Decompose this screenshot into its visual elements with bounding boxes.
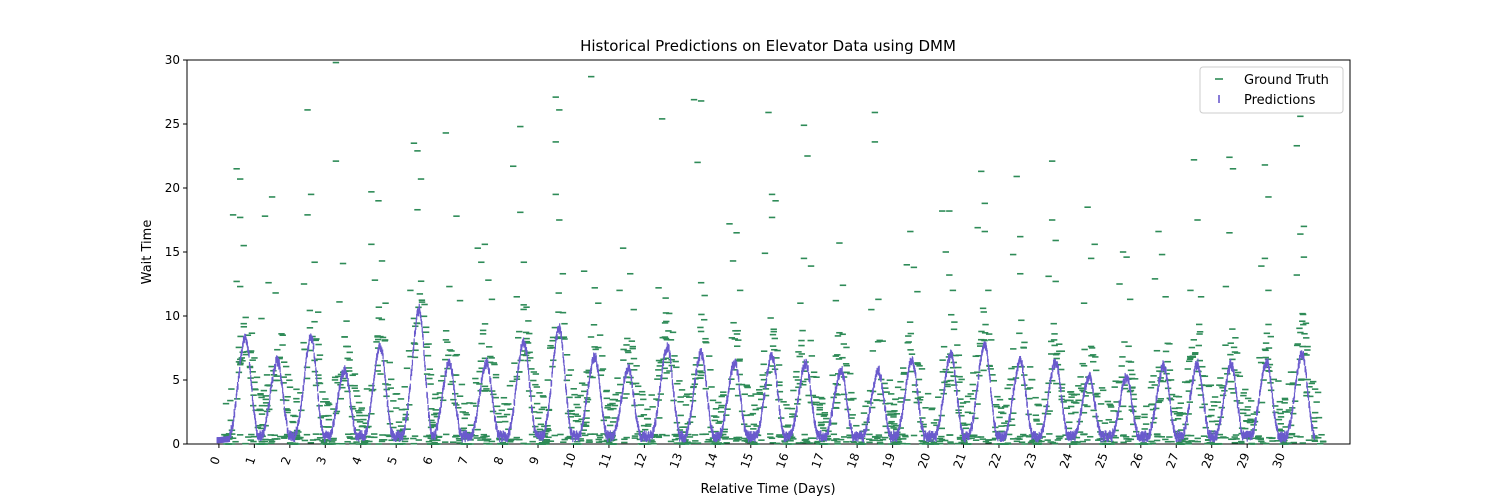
x-tick-label: 6 (420, 455, 436, 467)
x-tick-label: 21 (951, 451, 969, 470)
x-tick-label: 1 (243, 455, 259, 467)
y-axis-ticks: 0 5 10 15 20 25 30 (165, 53, 187, 451)
x-tick-label: 22 (986, 451, 1004, 470)
y-axis-label: Wait Time (140, 220, 155, 285)
x-tick-label: 26 (1128, 451, 1146, 470)
x-tick-label: 5 (385, 455, 401, 467)
y-tick-label: 20 (165, 181, 180, 195)
x-tick-label: 9 (526, 455, 542, 467)
chart-title: Historical Predictions on Elevator Data … (580, 37, 956, 55)
y-tick-label: 0 (172, 437, 180, 451)
x-tick-label: 13 (667, 451, 685, 470)
x-tick-label: 7 (455, 455, 471, 467)
x-tick-label: 18 (844, 451, 862, 470)
plot-frame (187, 60, 1350, 444)
x-tick-label: 20 (915, 451, 933, 470)
x-tick-label: 16 (773, 451, 791, 470)
x-tick-label: 0 (207, 455, 223, 467)
x-axis-label: Relative Time (Days) (700, 482, 835, 497)
x-tick-label: 3 (314, 455, 330, 467)
y-tick-label: 10 (165, 309, 180, 323)
y-tick-label: 30 (165, 53, 180, 67)
x-tick-label: 14 (702, 451, 720, 470)
x-tick-label: 25 (1092, 451, 1110, 470)
x-tick-label: 29 (1234, 451, 1252, 470)
x-tick-label: 4 (349, 455, 365, 467)
x-tick-label: 12 (631, 451, 649, 470)
y-tick-label: 25 (165, 117, 180, 131)
x-tick-label: 10 (561, 451, 579, 470)
ground-truth-series (221, 63, 1326, 444)
x-tick-label: 2 (278, 455, 294, 467)
x-tick-label: 11 (596, 451, 614, 470)
x-tick-label: 15 (738, 451, 756, 470)
x-tick-label: 23 (1021, 451, 1039, 470)
x-tick-label: 28 (1199, 451, 1217, 470)
x-tick-label: 24 (1057, 451, 1075, 470)
y-tick-label: 15 (165, 245, 180, 259)
x-tick-label: 27 (1163, 451, 1181, 470)
x-tick-label: 30 (1270, 451, 1288, 470)
x-tick-label: 8 (491, 455, 507, 467)
y-tick-label: 5 (172, 373, 180, 387)
x-tick-label: 17 (809, 451, 827, 470)
x-tick-label: 19 (880, 451, 898, 470)
